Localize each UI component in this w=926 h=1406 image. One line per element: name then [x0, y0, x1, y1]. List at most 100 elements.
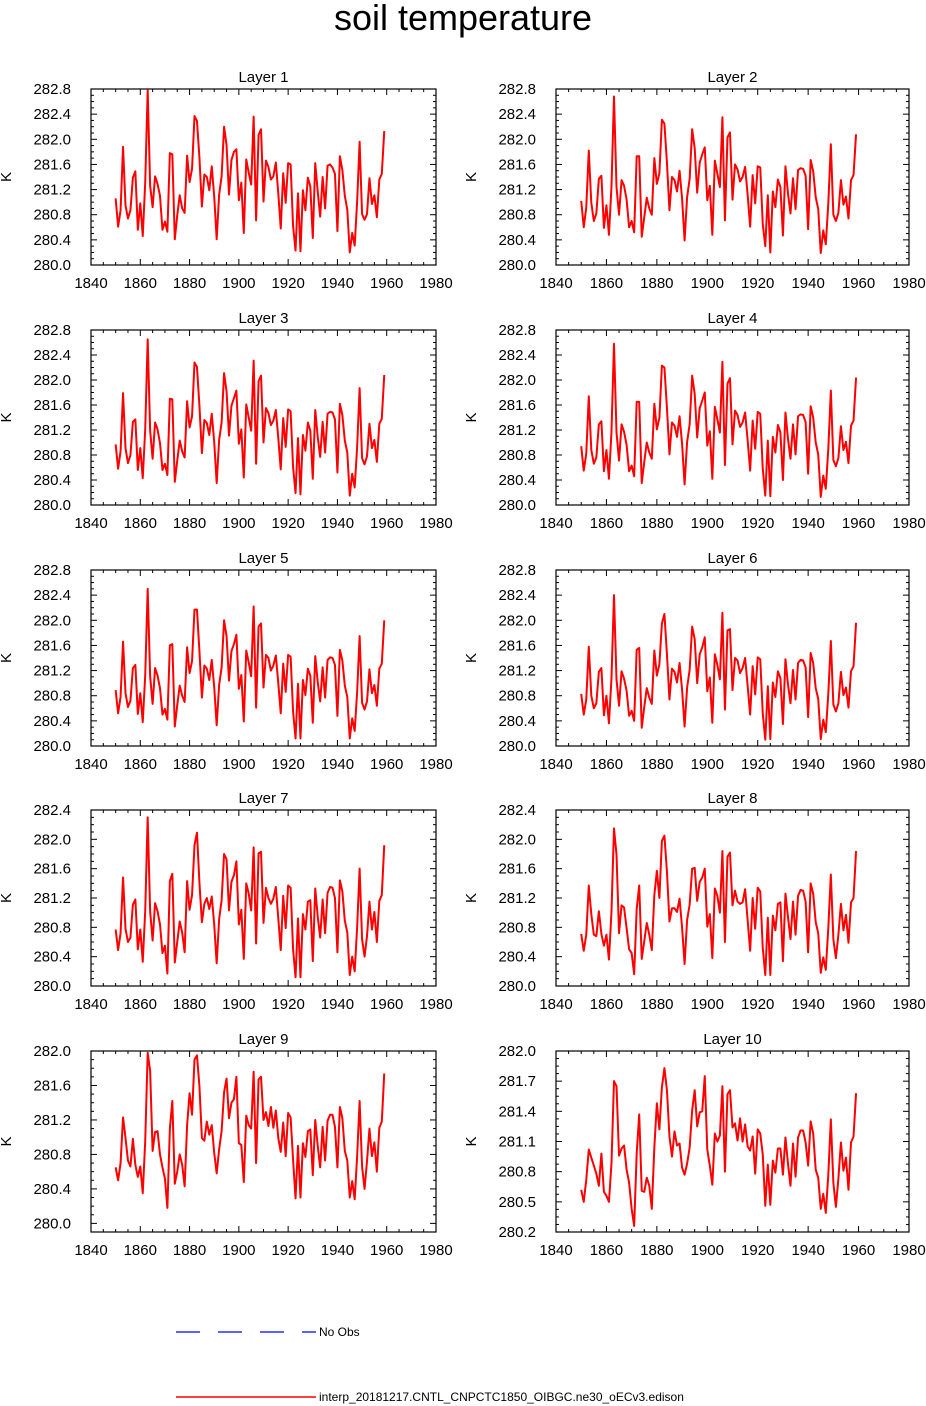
y-tick-label: 281.6: [498, 156, 536, 173]
x-tick-label: 1940: [321, 515, 354, 532]
y-tick-label: 280.8: [33, 1146, 71, 1163]
y-tick-label: 280.0: [498, 497, 536, 514]
y-tick-label: 281.2: [33, 1112, 71, 1129]
x-tick-label: 1960: [842, 275, 875, 292]
y-tick-label: 280.8: [33, 919, 71, 936]
y-tick-label: 281.6: [33, 156, 71, 173]
x-tick-label: 1980: [419, 515, 452, 532]
x-tick-label: 1880: [640, 1242, 673, 1259]
y-tick-label: 281.6: [33, 861, 71, 878]
y-tick-label: 282.8: [33, 562, 71, 579]
y-tick-label: 280.8: [498, 207, 536, 224]
y-tick-label: 280.4: [498, 232, 536, 249]
y-tick-label: 280.8: [498, 1164, 536, 1181]
y-tick-label: 280.0: [33, 257, 71, 274]
y-tick-label: 282.4: [33, 347, 71, 364]
y-tick-label: 280.8: [498, 688, 536, 705]
x-tick-label: 1920: [271, 275, 304, 292]
y-tick-label: 280.8: [498, 919, 536, 936]
x-tick-label: 1840: [539, 756, 572, 773]
chart-title-layer-1: Layer 1: [238, 69, 288, 86]
x-tick-label: 1880: [173, 515, 206, 532]
y-tick-label: 280.8: [33, 688, 71, 705]
x-tick-label: 1860: [124, 996, 157, 1013]
x-tick-label: 1900: [691, 515, 724, 532]
page-title: soil temperature: [333, 0, 593, 38]
x-tick-label: 1900: [222, 275, 255, 292]
y-axis-label: K: [0, 412, 15, 422]
x-tick-label: 1920: [741, 515, 774, 532]
y-tick-label: 280.8: [33, 207, 71, 224]
y-axis-label: K: [463, 412, 480, 422]
chart-title-layer-5: Layer 5: [238, 550, 288, 567]
chart-layer-10: Layer 10 1840 1860 1880 1900 1920 1940 1960 1980…: [463, 1031, 926, 1259]
y-tick-label: 282.0: [33, 1043, 71, 1060]
y-tick-label: 282.4: [498, 347, 536, 364]
y-tick-label: 281.2: [33, 663, 71, 680]
chart-layer-2: Layer 2 1840 1860 1880 1900 1920 1940 1960 1980 2…: [463, 69, 926, 292]
x-tick-label: 1920: [741, 275, 774, 292]
y-axis-label: K: [0, 172, 15, 182]
y-axis-label: K: [0, 653, 15, 663]
y-tick-label: 282.4: [33, 106, 71, 123]
x-tick-label: 1840: [74, 996, 107, 1013]
x-tick-label: 1960: [370, 1242, 403, 1259]
x-tick-label: 1920: [741, 756, 774, 773]
x-tick-label: 1840: [74, 275, 107, 292]
x-tick-label: 1980: [419, 1242, 452, 1259]
y-tick-label: 280.8: [498, 447, 536, 464]
x-tick-label: 1840: [539, 1242, 572, 1259]
x-tick-label: 1860: [124, 275, 157, 292]
x-tick-label: 1880: [640, 756, 673, 773]
y-axis-label: K: [463, 1136, 480, 1146]
y-tick-label: 281.4: [498, 1103, 536, 1120]
y-axis-label: K: [463, 653, 480, 663]
chart-title-layer-9: Layer 9: [238, 1031, 288, 1048]
x-tick-label: 1840: [539, 515, 572, 532]
x-tick-label: 1900: [222, 756, 255, 773]
y-tick-label: 280.4: [498, 713, 536, 730]
x-tick-label: 1880: [640, 996, 673, 1013]
y-tick-label: 282.0: [33, 831, 71, 848]
y-tick-label: 281.6: [498, 861, 536, 878]
chart-layer-1: Layer 1 1840 1860 1880 1900 1920 1940 1960 1980 2…: [0, 69, 453, 292]
x-tick-label: 1940: [321, 1242, 354, 1259]
chart-title-layer-6: Layer 6: [707, 550, 757, 567]
x-tick-label: 1960: [370, 515, 403, 532]
y-tick-label: 280.4: [33, 232, 71, 249]
series-line-layer-2: [580, 95, 858, 255]
y-tick-label: 281.6: [33, 397, 71, 414]
y-tick-label: 282.8: [33, 81, 71, 98]
y-axis-label: K: [0, 893, 15, 903]
y-axis-label: K: [463, 893, 480, 903]
x-tick-label: 1840: [74, 756, 107, 773]
y-tick-label: 282.4: [498, 587, 536, 604]
x-tick-label: 1920: [741, 1242, 774, 1259]
y-tick-label: 282.4: [498, 802, 536, 819]
y-tick-label: 280.0: [498, 257, 536, 274]
x-tick-label: 1980: [892, 275, 925, 292]
x-tick-label: 1980: [892, 756, 925, 773]
x-tick-label: 1920: [271, 756, 304, 773]
x-tick-label: 1900: [222, 1242, 255, 1259]
x-tick-label: 1940: [321, 275, 354, 292]
x-tick-label: 1860: [590, 275, 623, 292]
y-axis-label: K: [0, 1136, 15, 1146]
x-tick-label: 1860: [590, 515, 623, 532]
chart-layer-4: Layer 4 1840 1860 1880 1900 1920 1940 1960 1980 2…: [463, 310, 926, 532]
x-tick-label: 1900: [691, 1242, 724, 1259]
y-tick-label: 280.4: [33, 949, 71, 966]
y-tick-label: 281.2: [498, 890, 536, 907]
y-tick-label: 282.0: [498, 831, 536, 848]
y-tick-label: 280.0: [498, 978, 536, 995]
x-tick-label: 1880: [173, 996, 206, 1013]
y-tick-label: 281.2: [498, 422, 536, 439]
x-tick-label: 1900: [222, 996, 255, 1013]
y-tick-label: 280.4: [33, 1181, 71, 1198]
x-tick-label: 1920: [741, 996, 774, 1013]
y-tick-label: 282.8: [498, 322, 536, 339]
plot-frame: [555, 1050, 910, 1233]
y-tick-label: 280.8: [33, 447, 71, 464]
y-tick-label: 280.0: [33, 497, 71, 514]
x-tick-label: 1880: [173, 1242, 206, 1259]
